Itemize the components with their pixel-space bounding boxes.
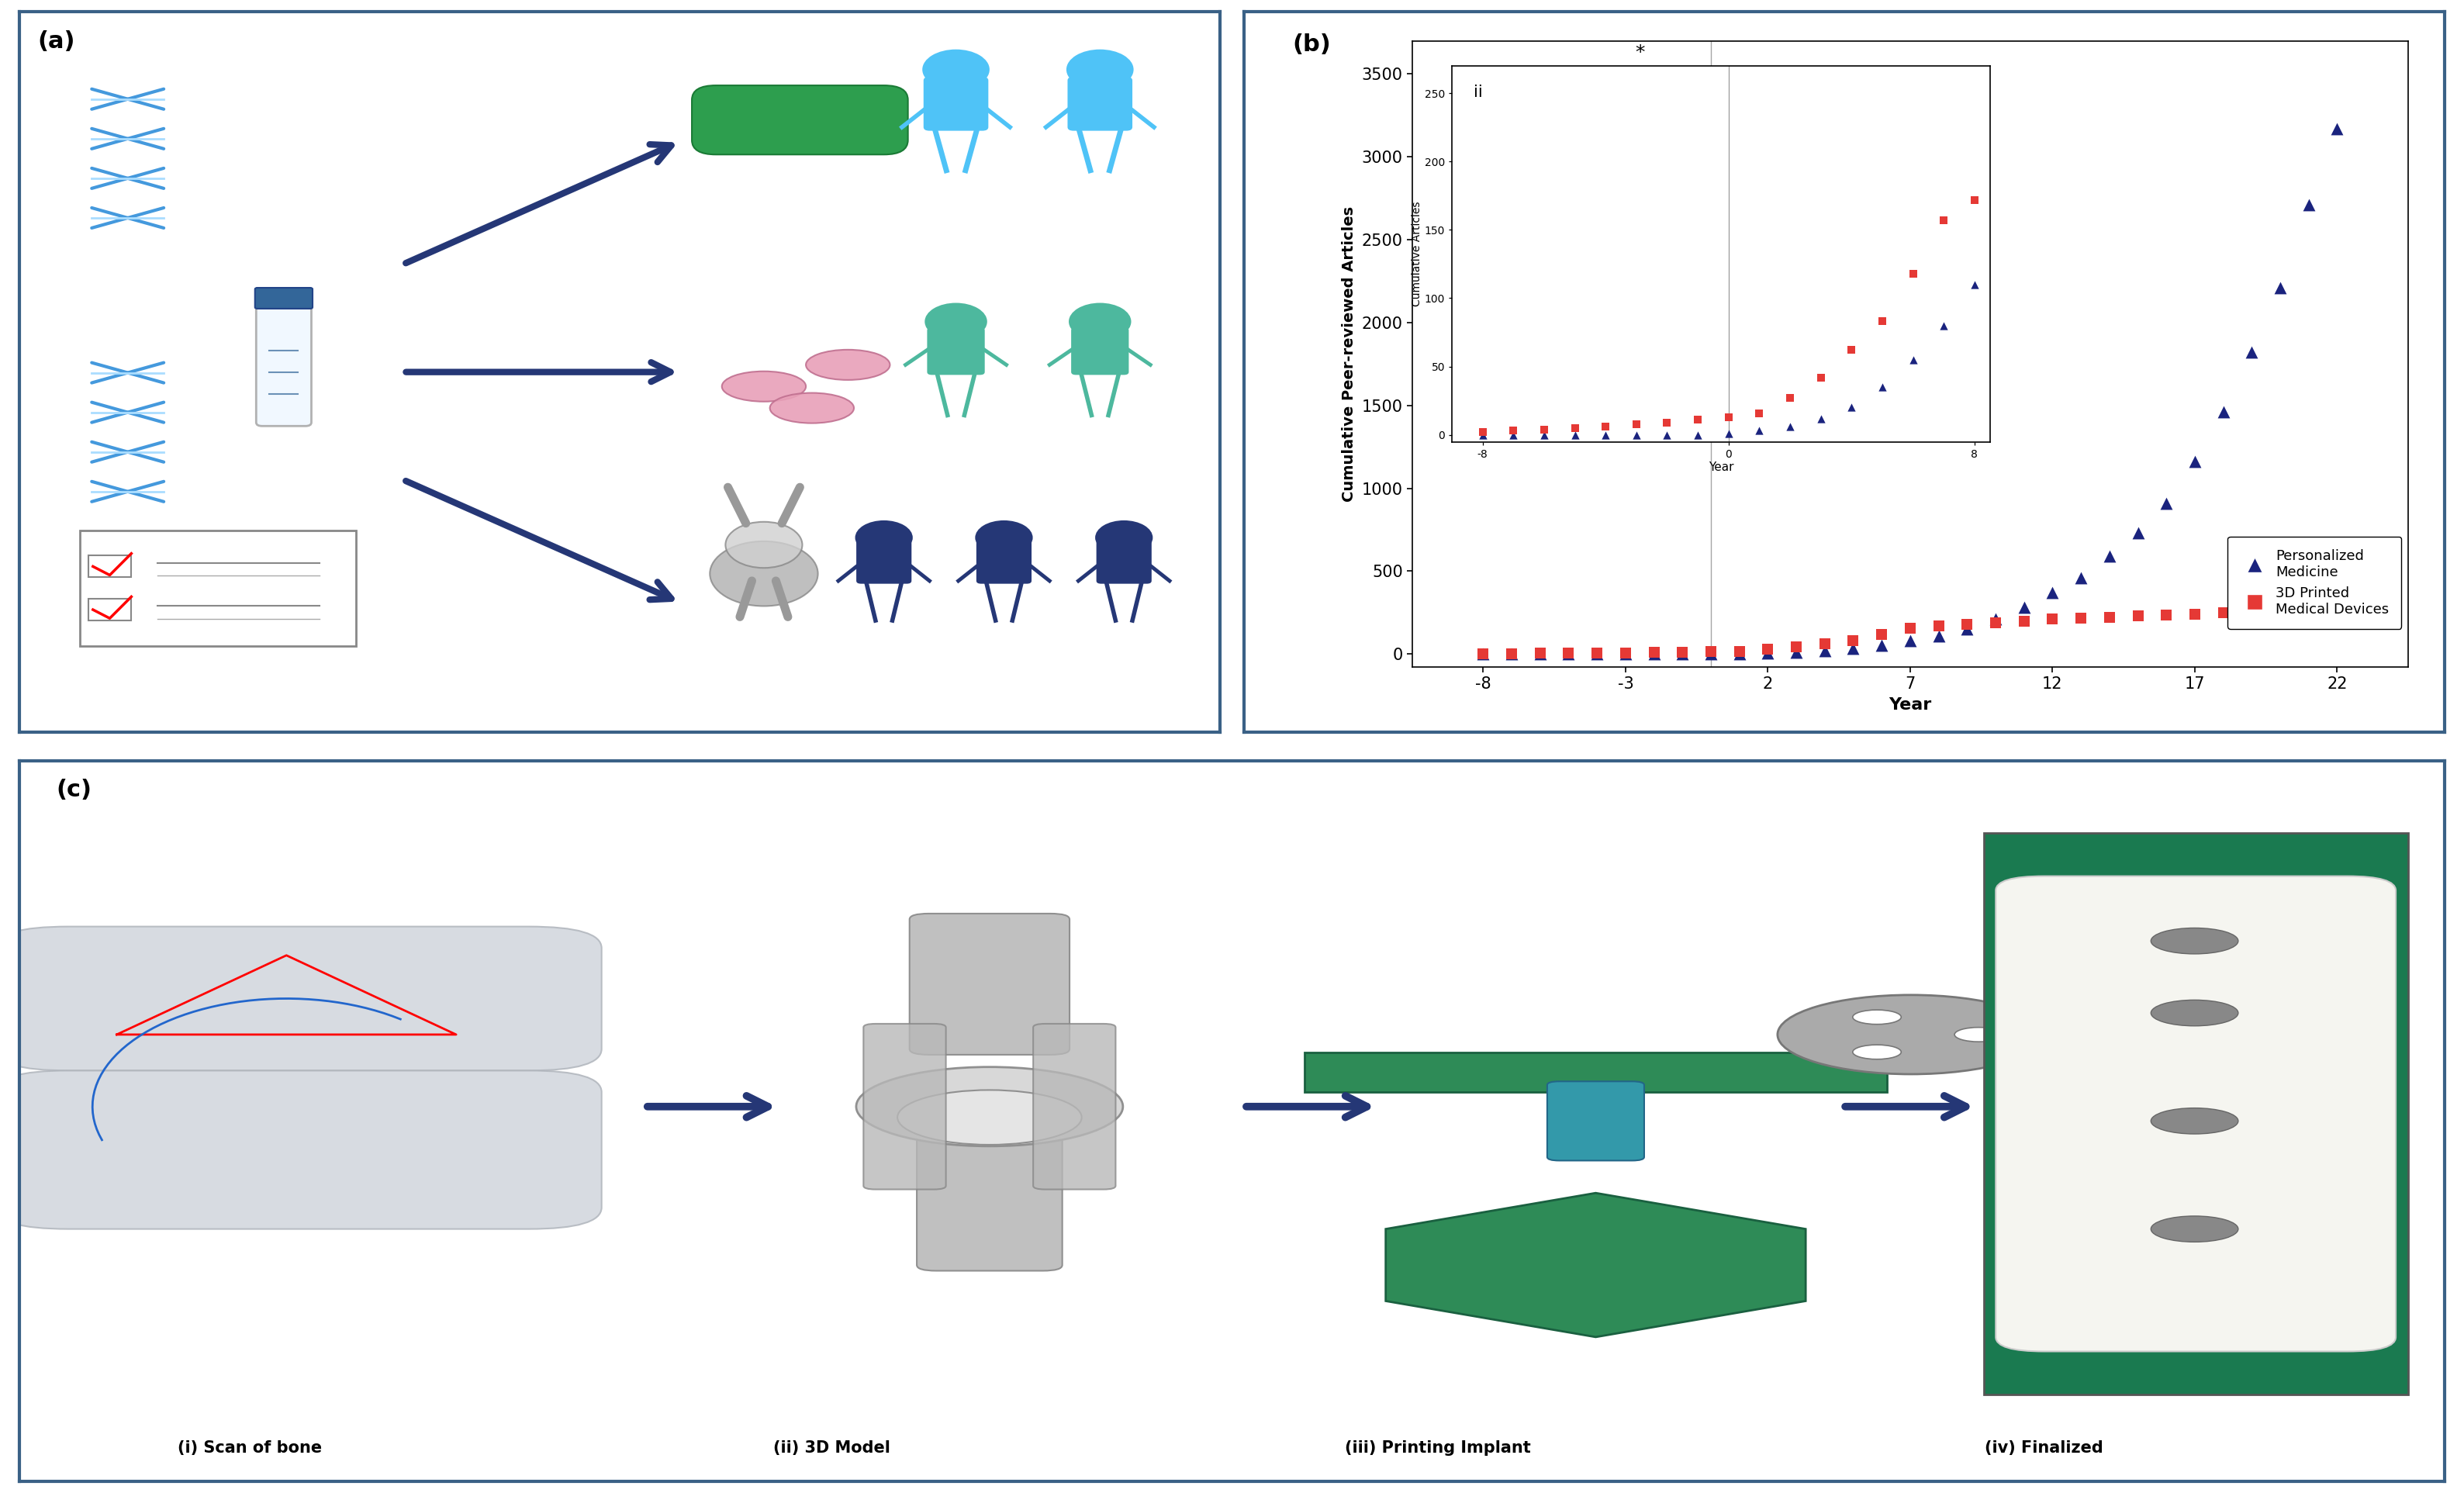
- Bar: [89, 599, 131, 621]
- Circle shape: [855, 1067, 1124, 1147]
- Circle shape: [897, 1090, 1082, 1145]
- FancyBboxPatch shape: [976, 540, 1032, 584]
- Circle shape: [1777, 994, 2045, 1073]
- FancyBboxPatch shape: [857, 540, 912, 584]
- Text: (a): (a): [37, 30, 76, 52]
- Text: (iv) Finalized: (iv) Finalized: [1986, 1441, 2104, 1456]
- FancyBboxPatch shape: [917, 1130, 1062, 1271]
- Ellipse shape: [769, 393, 855, 423]
- Circle shape: [1069, 303, 1131, 340]
- Circle shape: [976, 521, 1032, 555]
- Circle shape: [855, 521, 912, 555]
- FancyBboxPatch shape: [692, 85, 907, 155]
- Circle shape: [924, 303, 988, 340]
- FancyBboxPatch shape: [926, 327, 986, 375]
- FancyBboxPatch shape: [924, 76, 988, 131]
- Circle shape: [2151, 1108, 2237, 1135]
- FancyBboxPatch shape: [256, 303, 310, 426]
- FancyBboxPatch shape: [1547, 1081, 1643, 1160]
- FancyBboxPatch shape: [1032, 1024, 1116, 1190]
- Text: (i) Scan of bone: (i) Scan of bone: [177, 1441, 323, 1456]
- Text: (iii) Printing Implant: (iii) Printing Implant: [1345, 1441, 1530, 1456]
- Circle shape: [724, 523, 803, 567]
- FancyBboxPatch shape: [1306, 1053, 1887, 1093]
- Circle shape: [2151, 1000, 2237, 1026]
- Ellipse shape: [722, 372, 806, 402]
- Circle shape: [922, 49, 991, 90]
- FancyBboxPatch shape: [909, 914, 1069, 1054]
- FancyBboxPatch shape: [1096, 540, 1151, 584]
- Bar: [89, 555, 131, 578]
- FancyBboxPatch shape: [1996, 876, 2395, 1351]
- FancyBboxPatch shape: [254, 288, 313, 309]
- FancyBboxPatch shape: [0, 1070, 601, 1229]
- Circle shape: [2151, 1215, 2237, 1242]
- FancyBboxPatch shape: [1067, 76, 1133, 131]
- Circle shape: [2151, 929, 2237, 954]
- FancyBboxPatch shape: [0, 927, 601, 1070]
- Circle shape: [1067, 49, 1133, 90]
- Text: (ii) 3D Model: (ii) 3D Model: [774, 1441, 890, 1456]
- Circle shape: [1094, 521, 1153, 555]
- Ellipse shape: [806, 349, 890, 379]
- Text: (c): (c): [57, 779, 91, 802]
- FancyBboxPatch shape: [1984, 833, 2407, 1394]
- FancyBboxPatch shape: [79, 530, 355, 645]
- Polygon shape: [1385, 1193, 1806, 1338]
- Circle shape: [1853, 1045, 1902, 1059]
- Circle shape: [1853, 1009, 1902, 1024]
- Circle shape: [1954, 1027, 2003, 1042]
- Circle shape: [710, 542, 818, 606]
- FancyBboxPatch shape: [862, 1024, 946, 1190]
- Text: (b): (b): [1291, 33, 1331, 57]
- FancyBboxPatch shape: [1072, 327, 1129, 375]
